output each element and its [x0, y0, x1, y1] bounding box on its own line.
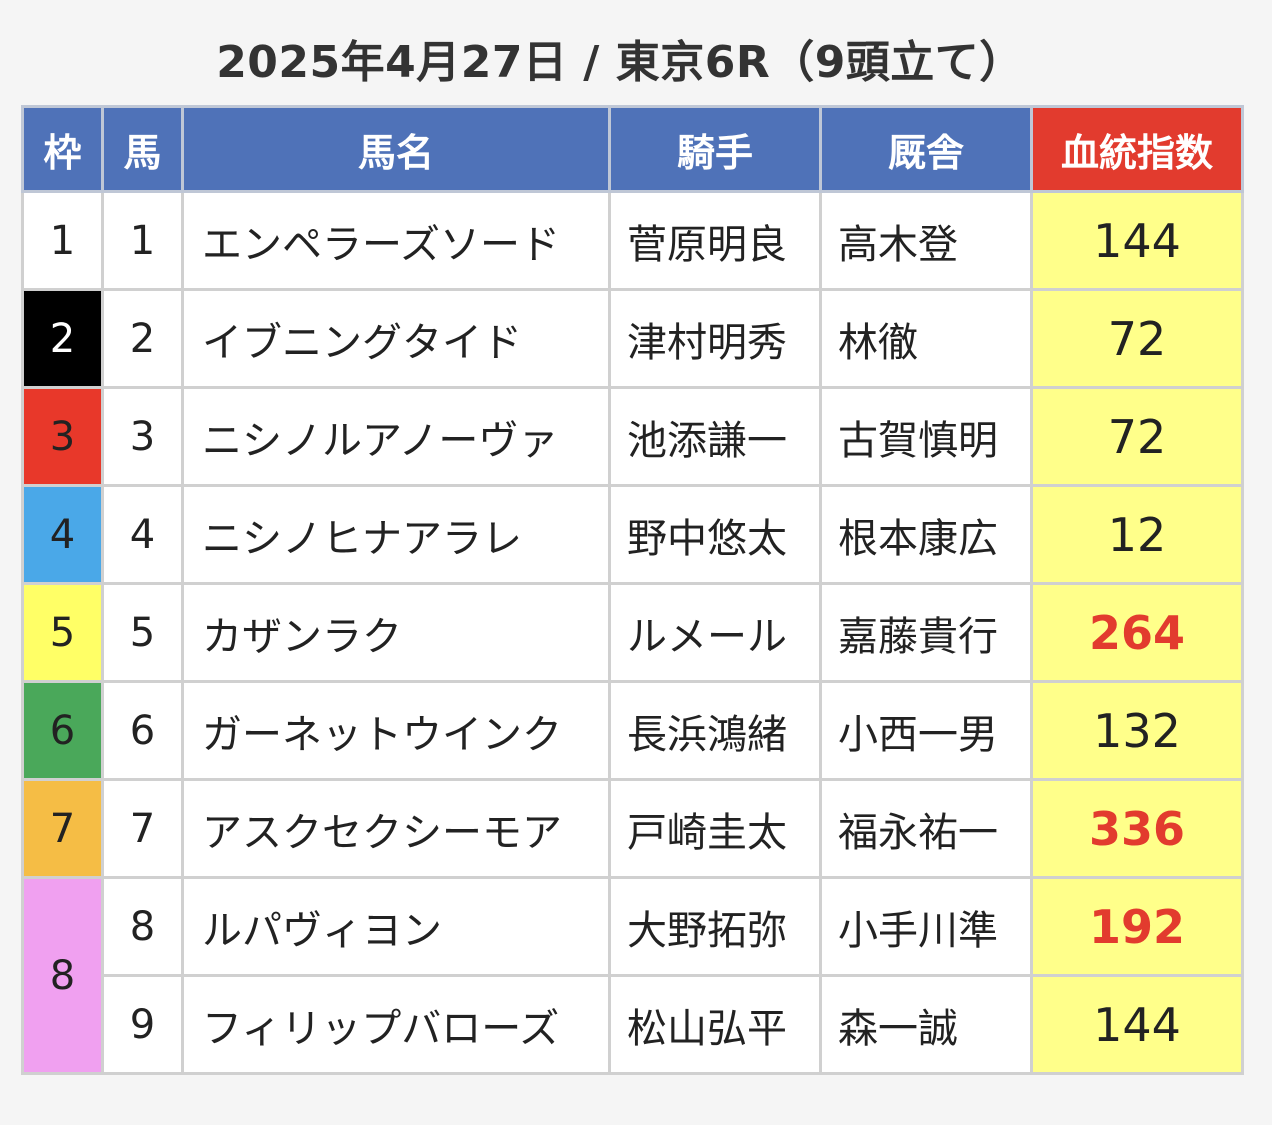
horse-name-cell: フィリップバローズ	[181, 974, 611, 1075]
waku-cell: 5	[21, 582, 104, 683]
horse-number-cell: 8	[101, 876, 184, 977]
trainer-cell: 福永祐一	[819, 778, 1033, 879]
horse-name-cell: アスクセクシーモア	[181, 778, 611, 879]
horse-name-cell: エンペラーズソード	[181, 190, 611, 291]
horse-number-cell: 9	[101, 974, 184, 1075]
waku-cell: 1	[21, 190, 104, 291]
horse-number-cell: 6	[101, 680, 184, 781]
trainer-cell: 林徹	[819, 288, 1033, 389]
table-row: 3 3 ニシノルアノーヴァ 池添謙一 古賀慎明 72	[21, 386, 1244, 487]
horse-number-cell: 5	[101, 582, 184, 683]
table-row: 7 7 アスクセクシーモア 戸崎圭太 福永祐一 336	[21, 778, 1244, 879]
waku-cell: 6	[21, 680, 104, 781]
horse-name-cell: カザンラク	[181, 582, 611, 683]
bloodline-index-cell: 264	[1030, 582, 1244, 683]
jockey-cell: 菅原明良	[608, 190, 822, 291]
table-row: 1 1 エンペラーズソード 菅原明良 高木登 144	[21, 190, 1244, 291]
horse-name-cell: イブニングタイド	[181, 288, 611, 389]
trainer-cell: 嘉藤貴行	[819, 582, 1033, 683]
bloodline-index-cell: 12	[1030, 484, 1244, 585]
trainer-cell: 古賀慎明	[819, 386, 1033, 487]
trainer-cell: 高木登	[819, 190, 1033, 291]
trainer-cell: 根本康広	[819, 484, 1033, 585]
page-title: 2025年4月27日 / 東京6R（9頭立て）	[216, 37, 1024, 88]
trainer-cell: 小手川準	[819, 876, 1033, 977]
table-row: 8 8 ルパヴィヨン 大野拓弥 小手川準 192	[21, 876, 1244, 1075]
horse-name-cell: ガーネットウインク	[181, 680, 611, 781]
header-uma: 馬	[101, 105, 184, 193]
waku-cell: 2	[21, 288, 104, 389]
jockey-cell: 長浜鴻緒	[608, 680, 822, 781]
waku-cell: 7	[21, 778, 104, 879]
bloodline-index-cell: 144	[1030, 974, 1244, 1075]
table-header-row: 枠 馬 馬名 騎手 厩舎 血統指数	[21, 105, 1244, 193]
bloodline-index-cell: 72	[1030, 386, 1244, 487]
header-horse-name: 馬名	[181, 105, 611, 193]
bloodline-index-cell: 192	[1030, 876, 1244, 977]
table-row: 6 6 ガーネットウインク 長浜鴻緒 小西一男 132	[21, 680, 1244, 781]
horse-number-cell: 3	[101, 386, 184, 487]
bloodline-index-cell: 132	[1030, 680, 1244, 781]
waku-cell: 3	[21, 386, 104, 487]
jockey-cell: 松山弘平	[608, 974, 822, 1075]
horse-number-cell: 4	[101, 484, 184, 585]
horse-name-cell: ルパヴィヨン	[181, 876, 611, 977]
horse-name-cell: ニシノルアノーヴァ	[181, 386, 611, 487]
waku-cell: 4	[21, 484, 104, 585]
jockey-cell: 戸崎圭太	[608, 778, 822, 879]
header-waku: 枠	[21, 105, 104, 193]
race-entry-table: 枠 馬 馬名 騎手 厩舎 血統指数 1 1 エンペラーズソード 菅原明良 高木登…	[21, 105, 1244, 1075]
table-row: 5 5 カザンラク ルメール 嘉藤貴行 264	[21, 582, 1244, 683]
jockey-cell: 大野拓弥	[608, 876, 822, 977]
bloodline-index-cell: 144	[1030, 190, 1244, 291]
horse-number-cell: 7	[101, 778, 184, 879]
horse-number-cell: 1	[101, 190, 184, 291]
header-trainer: 厩舎	[819, 105, 1033, 193]
horse-name-cell: ニシノヒナアラレ	[181, 484, 611, 585]
horse-number-cell: 2	[101, 288, 184, 389]
waku-cell: 8	[21, 876, 104, 1075]
jockey-cell: ルメール	[608, 582, 822, 683]
jockey-cell: 津村明秀	[608, 288, 822, 389]
table-row: 4 4 ニシノヒナアラレ 野中悠太 根本康広 12	[21, 484, 1244, 585]
table-row: 2 2 イブニングタイド 津村明秀 林徹 72	[21, 288, 1244, 389]
header-jockey: 騎手	[608, 105, 822, 193]
header-bloodline-index: 血統指数	[1030, 105, 1244, 193]
jockey-cell: 野中悠太	[608, 484, 822, 585]
trainer-cell: 小西一男	[819, 680, 1033, 781]
trainer-cell: 森一誠	[819, 974, 1033, 1075]
jockey-cell: 池添謙一	[608, 386, 822, 487]
table-row: 9 フィリップバローズ 松山弘平 森一誠 144	[23, 974, 1244, 1075]
bloodline-index-cell: 72	[1030, 288, 1244, 389]
bloodline-index-cell: 336	[1030, 778, 1244, 879]
